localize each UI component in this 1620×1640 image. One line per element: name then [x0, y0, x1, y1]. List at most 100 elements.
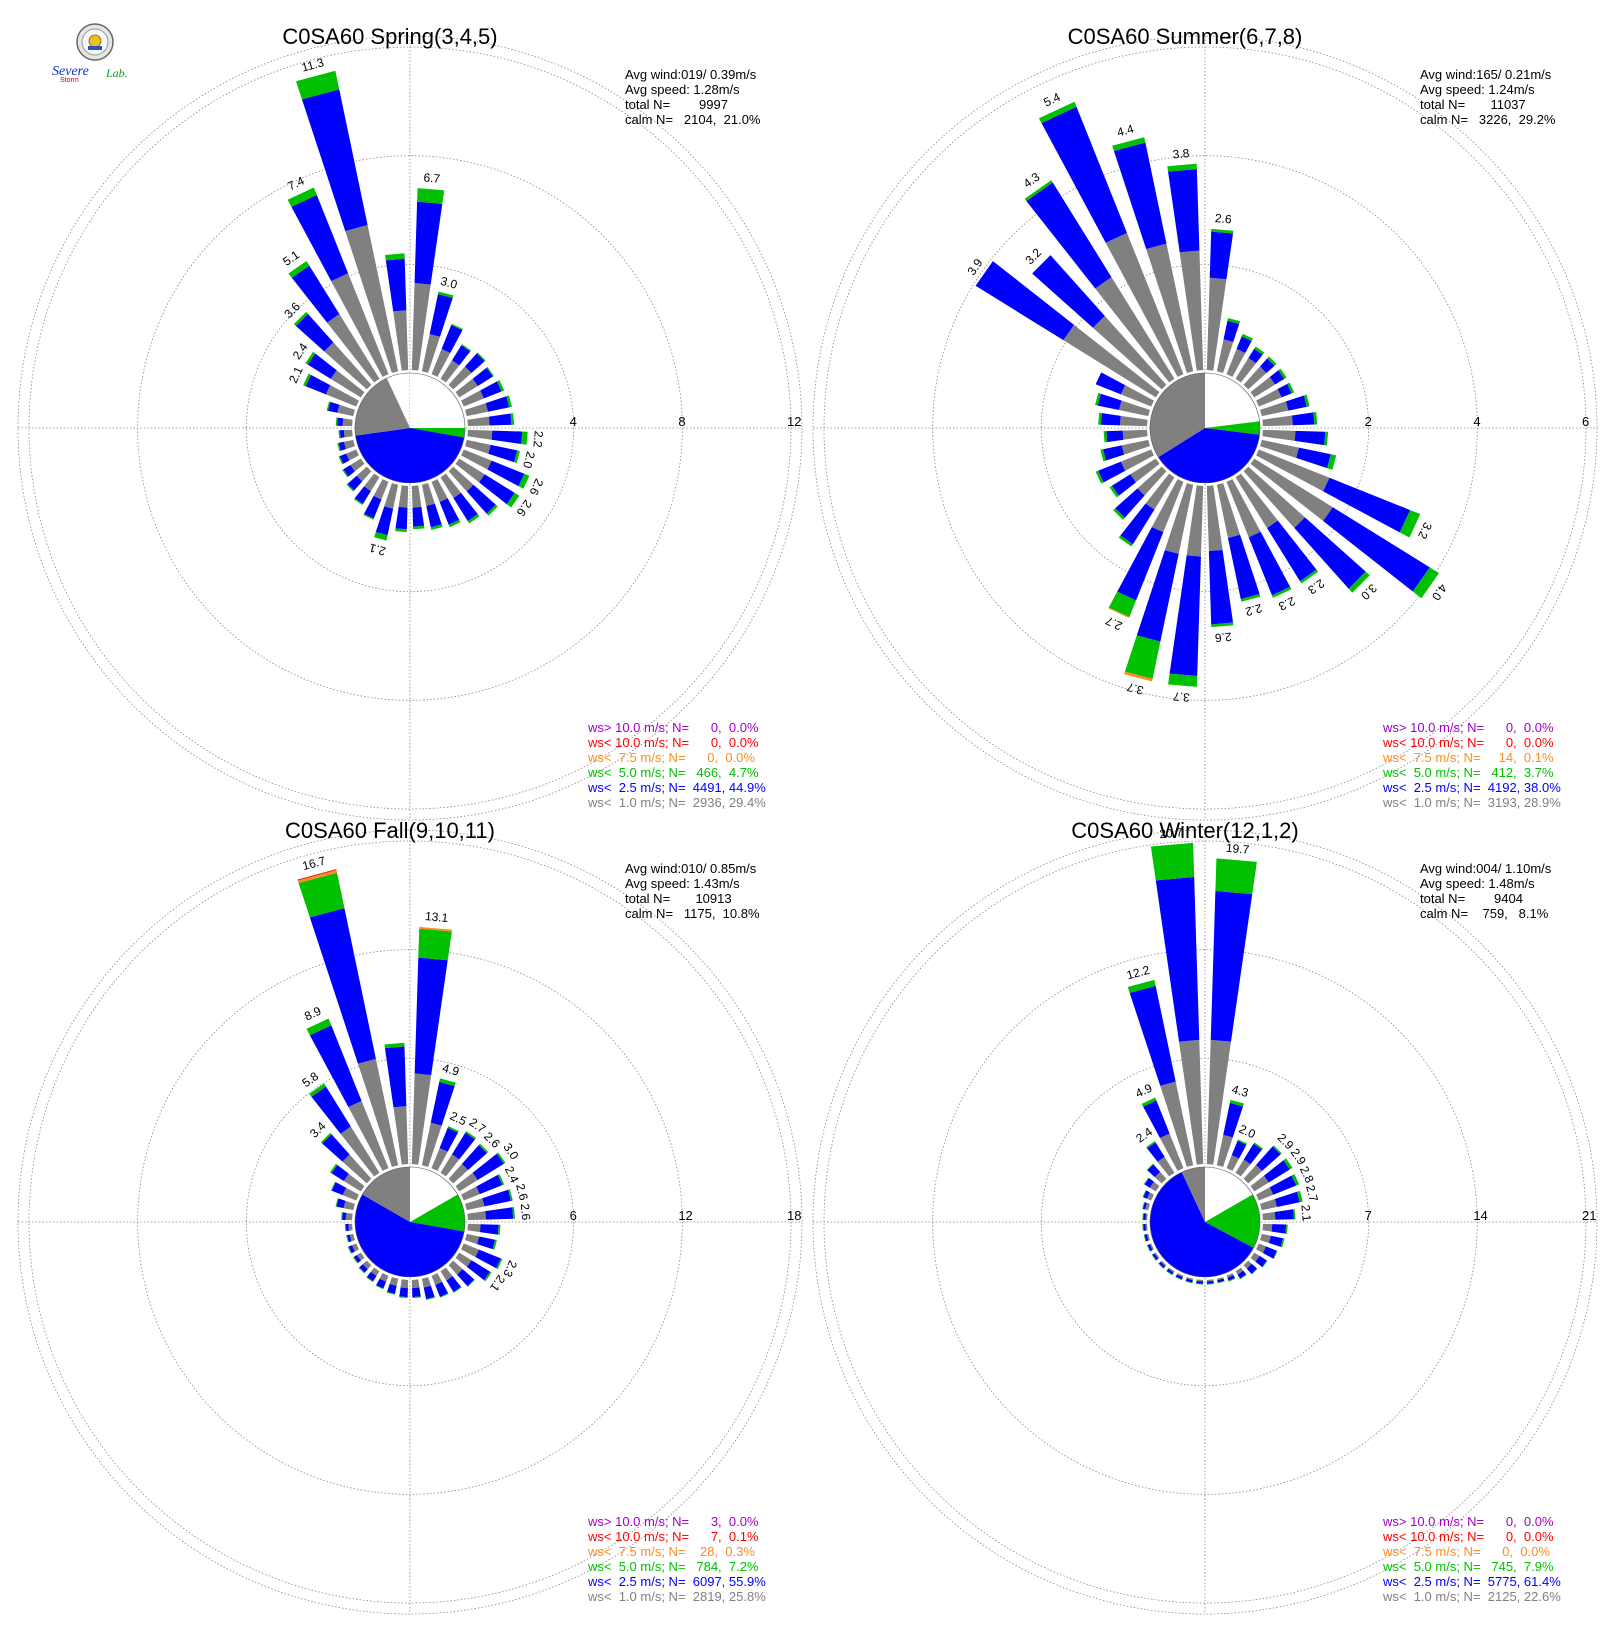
- rose-bar-segment-blue: [477, 1236, 496, 1250]
- rose-bar-segment-green: [1291, 1174, 1300, 1186]
- rose-bar-segment-blue: [472, 1153, 504, 1180]
- rose-bar-segment-blue: [430, 1081, 455, 1126]
- rose-bar-segment-gray: [1149, 1243, 1154, 1251]
- bar-value-label: 5.4: [1041, 90, 1062, 110]
- rose-bar-segment-gray: [1256, 449, 1330, 492]
- calm-circle: [1149, 372, 1261, 484]
- rose-bar: [335, 417, 353, 427]
- rose-bar-segment-green: [1262, 1260, 1268, 1268]
- calm-pie-slice: [410, 373, 465, 428]
- rose-bar-segment-blue: [452, 1132, 475, 1160]
- legend-entry: ws< 5.0 m/s; N= 784, 7.2%: [587, 1559, 759, 1574]
- rose-bar-segment-green: [353, 1256, 359, 1264]
- rose-bar: 2.1: [286, 364, 359, 407]
- calm-pie-slice: [410, 1194, 465, 1232]
- rose-bar-segment-gray: [330, 370, 365, 398]
- rose-bar-segment-green: [1146, 1244, 1151, 1252]
- rose-bar-segment-green: [1303, 394, 1310, 407]
- rose-bar-segment-blue: [337, 417, 344, 426]
- bar-value-label: 2.1: [286, 364, 306, 385]
- rose-bar-segment-green: [430, 524, 443, 530]
- rose-bar-segment-blue: [1227, 534, 1260, 600]
- rose-bar-segment-blue: [291, 195, 349, 282]
- rose-bar-segment-green: [1118, 535, 1133, 547]
- rose-bar-segment-green: [417, 188, 445, 204]
- rose-bar-segment-green: [1240, 1274, 1247, 1280]
- rose-bar-segment-green: [451, 323, 464, 331]
- rose-bar-segment-green: [1217, 1280, 1225, 1284]
- rose-bar-segment-gray: [1256, 1187, 1274, 1201]
- rose-bar: 4.9: [421, 1061, 461, 1167]
- stats-line: calm N= 3226, 29.2%: [1420, 112, 1556, 127]
- rose-bar-segment-gray: [1157, 1156, 1175, 1177]
- bar-value-label: 2.2: [1244, 601, 1264, 619]
- rose-bar: 2.8: [1256, 1164, 1317, 1201]
- rose-bar: [1158, 1260, 1167, 1269]
- rose-bar-segment-gray: [1145, 1213, 1148, 1221]
- rose-bar-segment-blue: [305, 374, 331, 395]
- rose-bar: [455, 366, 494, 398]
- rose-bar-segment-blue: [1142, 1202, 1147, 1210]
- rose-bar-segment-blue: [385, 258, 407, 312]
- rose-bar-segment-gray: [1256, 389, 1282, 407]
- rose-bar-segment-green: [467, 514, 480, 524]
- rose-bar-segment-gray: [467, 1223, 481, 1233]
- ring-tick-label: 4: [1473, 414, 1480, 429]
- bar-value-label: 3.0: [1358, 581, 1380, 603]
- rose-bar-segment-gray: [1160, 1081, 1194, 1167]
- rose-bar-segment-blue: [1115, 488, 1145, 518]
- bar-value-label: 2.7: [1303, 1183, 1321, 1203]
- bar-value-label: 3.2: [1023, 245, 1045, 267]
- rose-bar-segment-green: [521, 431, 528, 445]
- bar-value-label: 2.0: [520, 450, 538, 470]
- rose-bar-segment-gray: [421, 1277, 431, 1288]
- rose-bar-segment-blue: [1097, 393, 1122, 411]
- rose-bar-segment-blue: [376, 1278, 387, 1289]
- rose-bar-segment-green: [412, 1296, 421, 1299]
- rose-bar: [431, 323, 464, 377]
- rose-bar-segment-gray: [324, 342, 372, 390]
- rose-bar-segment-blue: [375, 506, 394, 536]
- rose-bar-segment-gray: [351, 1243, 359, 1252]
- legend-entry: ws< 5.0 m/s; N= 412, 3.7%: [1382, 765, 1554, 780]
- rose-bar-segment-gray: [1235, 1159, 1251, 1177]
- rose-bar-segment-blue: [1323, 507, 1430, 592]
- rose-bar-segment-green: [1211, 228, 1234, 234]
- calm-pie-slice: [1181, 1167, 1205, 1222]
- rose-bar-segment-blue: [1185, 1278, 1193, 1283]
- rose-bar-segment-gray: [346, 449, 359, 461]
- rose-bar: [346, 1233, 355, 1243]
- rose-bar-segment-green: [337, 442, 341, 452]
- rose-bar-segment-gray: [1145, 473, 1175, 510]
- rose-bar: [421, 1277, 435, 1301]
- rose-bar-segment-green: [1127, 979, 1156, 993]
- rose-bar: 2.5: [431, 1109, 469, 1171]
- rose-bar-segment-gray: [465, 1233, 480, 1245]
- rose-bar: [1226, 333, 1253, 377]
- rose-bar-segment-blue: [327, 401, 340, 413]
- bar-value-label: 2.6: [513, 1182, 531, 1202]
- bar-value-label: 2.6: [518, 1203, 533, 1221]
- rose-bar: [1103, 429, 1148, 443]
- wind-rose-panel-0: 4 8 1211.37.45.13.62.42.12.12.62.62.02.23.…: [17, 24, 803, 821]
- rose-bar-segment-blue: [301, 89, 368, 231]
- rose-bar-segment-gray: [431, 1147, 448, 1171]
- rose-bar-segment-gray: [1250, 1175, 1269, 1192]
- rose-bar: [358, 1260, 372, 1274]
- rose-bar: [1262, 429, 1329, 446]
- rose-bar-segment-green: [1095, 392, 1101, 406]
- rose-bar: [1143, 1233, 1150, 1242]
- legend-entry: ws< 7.5 m/s; N= 0, 0.0%: [1382, 1544, 1550, 1559]
- rose-bar-segment-blue: [339, 430, 345, 439]
- rose-bar-segment-blue: [1147, 1142, 1165, 1162]
- rose-bar-segment-gray: [342, 1187, 359, 1201]
- rose-bar-segment-gray: [1168, 1267, 1175, 1273]
- rose-bar-segment-blue: [384, 1046, 407, 1108]
- rose-bar-segment-green: [344, 1224, 347, 1232]
- bar-value-label: 2.6: [1214, 630, 1232, 645]
- rose-bar: [448, 466, 498, 516]
- rose-bar-segment-blue: [1259, 358, 1275, 374]
- rose-bar-segment-blue: [336, 1198, 346, 1209]
- rose-bar: 2.7: [1260, 1183, 1321, 1211]
